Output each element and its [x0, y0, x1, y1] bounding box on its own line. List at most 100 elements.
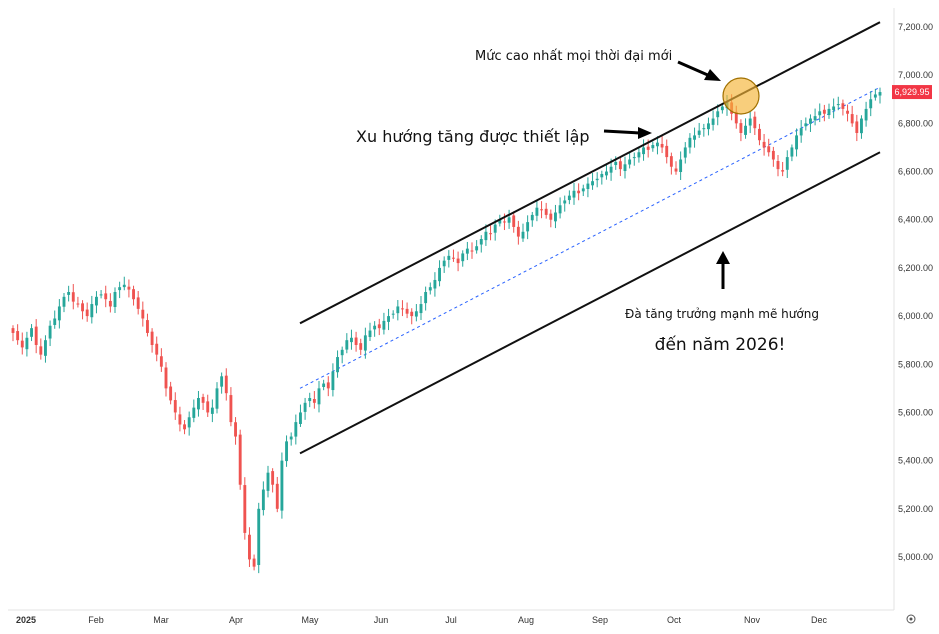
ath-label: Mức cao nhất mọi thời đại mới — [475, 49, 672, 64]
candle — [424, 286, 428, 311]
candle — [785, 150, 789, 178]
note-line-2: đến năm 2026! — [655, 334, 786, 355]
candle — [549, 209, 553, 228]
candle — [771, 146, 775, 167]
y-tick-label: 6,200.00 — [898, 263, 933, 273]
candle — [707, 117, 710, 136]
candle — [391, 310, 395, 319]
candle — [275, 476, 279, 513]
x-tick-label: 2025 — [16, 615, 36, 625]
candle — [336, 350, 339, 378]
candle — [261, 481, 265, 516]
candle — [804, 117, 808, 131]
x-tick-label: Sep — [592, 615, 608, 625]
candle — [25, 331, 29, 357]
candle — [591, 172, 594, 190]
candle — [813, 108, 817, 126]
ath-arrow-shaft — [677, 60, 711, 78]
candle — [795, 128, 798, 157]
candle — [382, 312, 386, 335]
candle — [581, 184, 585, 197]
y-tick-label: 7,000.00 — [898, 70, 933, 80]
candle — [210, 399, 214, 423]
candle — [716, 104, 720, 126]
trend-label: Xu hướng tăng được thiết lập — [356, 127, 590, 146]
candle — [169, 381, 173, 405]
candle — [20, 332, 24, 355]
candle — [623, 156, 627, 179]
candle — [350, 329, 353, 350]
candle — [294, 414, 298, 445]
note-arrow-head — [716, 251, 730, 264]
x-tick-label: Nov — [744, 615, 761, 625]
candle — [387, 308, 390, 331]
candle — [693, 127, 696, 148]
ath-highlight-circle — [722, 77, 760, 115]
channel-midline — [299, 86, 881, 389]
candle — [132, 285, 135, 306]
candle — [354, 331, 358, 352]
candle — [363, 327, 367, 359]
candle — [628, 151, 632, 169]
candle — [651, 141, 655, 152]
candle — [377, 318, 381, 336]
y-tick-label: 6,600.00 — [898, 167, 933, 177]
candle — [461, 250, 465, 267]
candle — [183, 420, 186, 435]
candle — [660, 135, 664, 154]
candle — [669, 152, 673, 175]
candle — [201, 393, 205, 410]
candle — [396, 300, 400, 321]
candle — [401, 300, 404, 317]
candle — [159, 348, 163, 372]
candle — [479, 235, 483, 253]
candle — [48, 320, 52, 347]
candle — [688, 133, 692, 154]
candle — [71, 284, 75, 310]
candle — [150, 328, 154, 353]
y-tick-label: 5,400.00 — [898, 456, 933, 466]
note-line-1: Đà tăng trưởng mạnh mẽ hướng — [625, 307, 819, 321]
candle — [577, 183, 581, 201]
candle — [873, 88, 877, 101]
y-tick-label: 6,000.00 — [898, 311, 933, 321]
candle — [822, 104, 826, 122]
candle — [76, 296, 80, 308]
candle — [744, 118, 747, 139]
candle — [674, 161, 678, 175]
candle — [799, 120, 803, 143]
trend-arrow-shaft — [603, 129, 641, 135]
candle — [558, 197, 562, 219]
settings-icon[interactable] — [906, 614, 916, 624]
candle — [781, 161, 785, 177]
candle — [280, 452, 284, 519]
x-tick-label: Feb — [88, 615, 104, 625]
candle — [475, 240, 479, 254]
candle — [299, 404, 302, 427]
candle — [618, 156, 622, 177]
candle — [113, 287, 117, 313]
candle — [516, 220, 520, 245]
y-axis: 5,000.00 5,200.00 5,400.00 5,600.00 5,800.00… — [898, 22, 933, 562]
y-tick-label: 5,200.00 — [898, 504, 933, 514]
candle — [832, 98, 836, 119]
candle — [753, 111, 757, 136]
channel-lower-line — [299, 151, 881, 455]
candle — [289, 432, 293, 446]
candle — [521, 223, 525, 242]
candle — [739, 119, 743, 142]
candle — [572, 182, 576, 205]
candle — [345, 333, 349, 354]
candle — [846, 104, 849, 122]
candle — [11, 325, 15, 342]
candle — [312, 391, 316, 409]
candle — [489, 225, 492, 241]
candle — [39, 338, 43, 360]
candle — [447, 250, 451, 268]
candle — [605, 164, 608, 180]
candle — [53, 310, 57, 329]
candle — [359, 338, 363, 355]
y-tick-label: 7,200.00 — [898, 22, 933, 32]
candle — [405, 302, 409, 319]
ath-arrow-head — [704, 69, 721, 81]
